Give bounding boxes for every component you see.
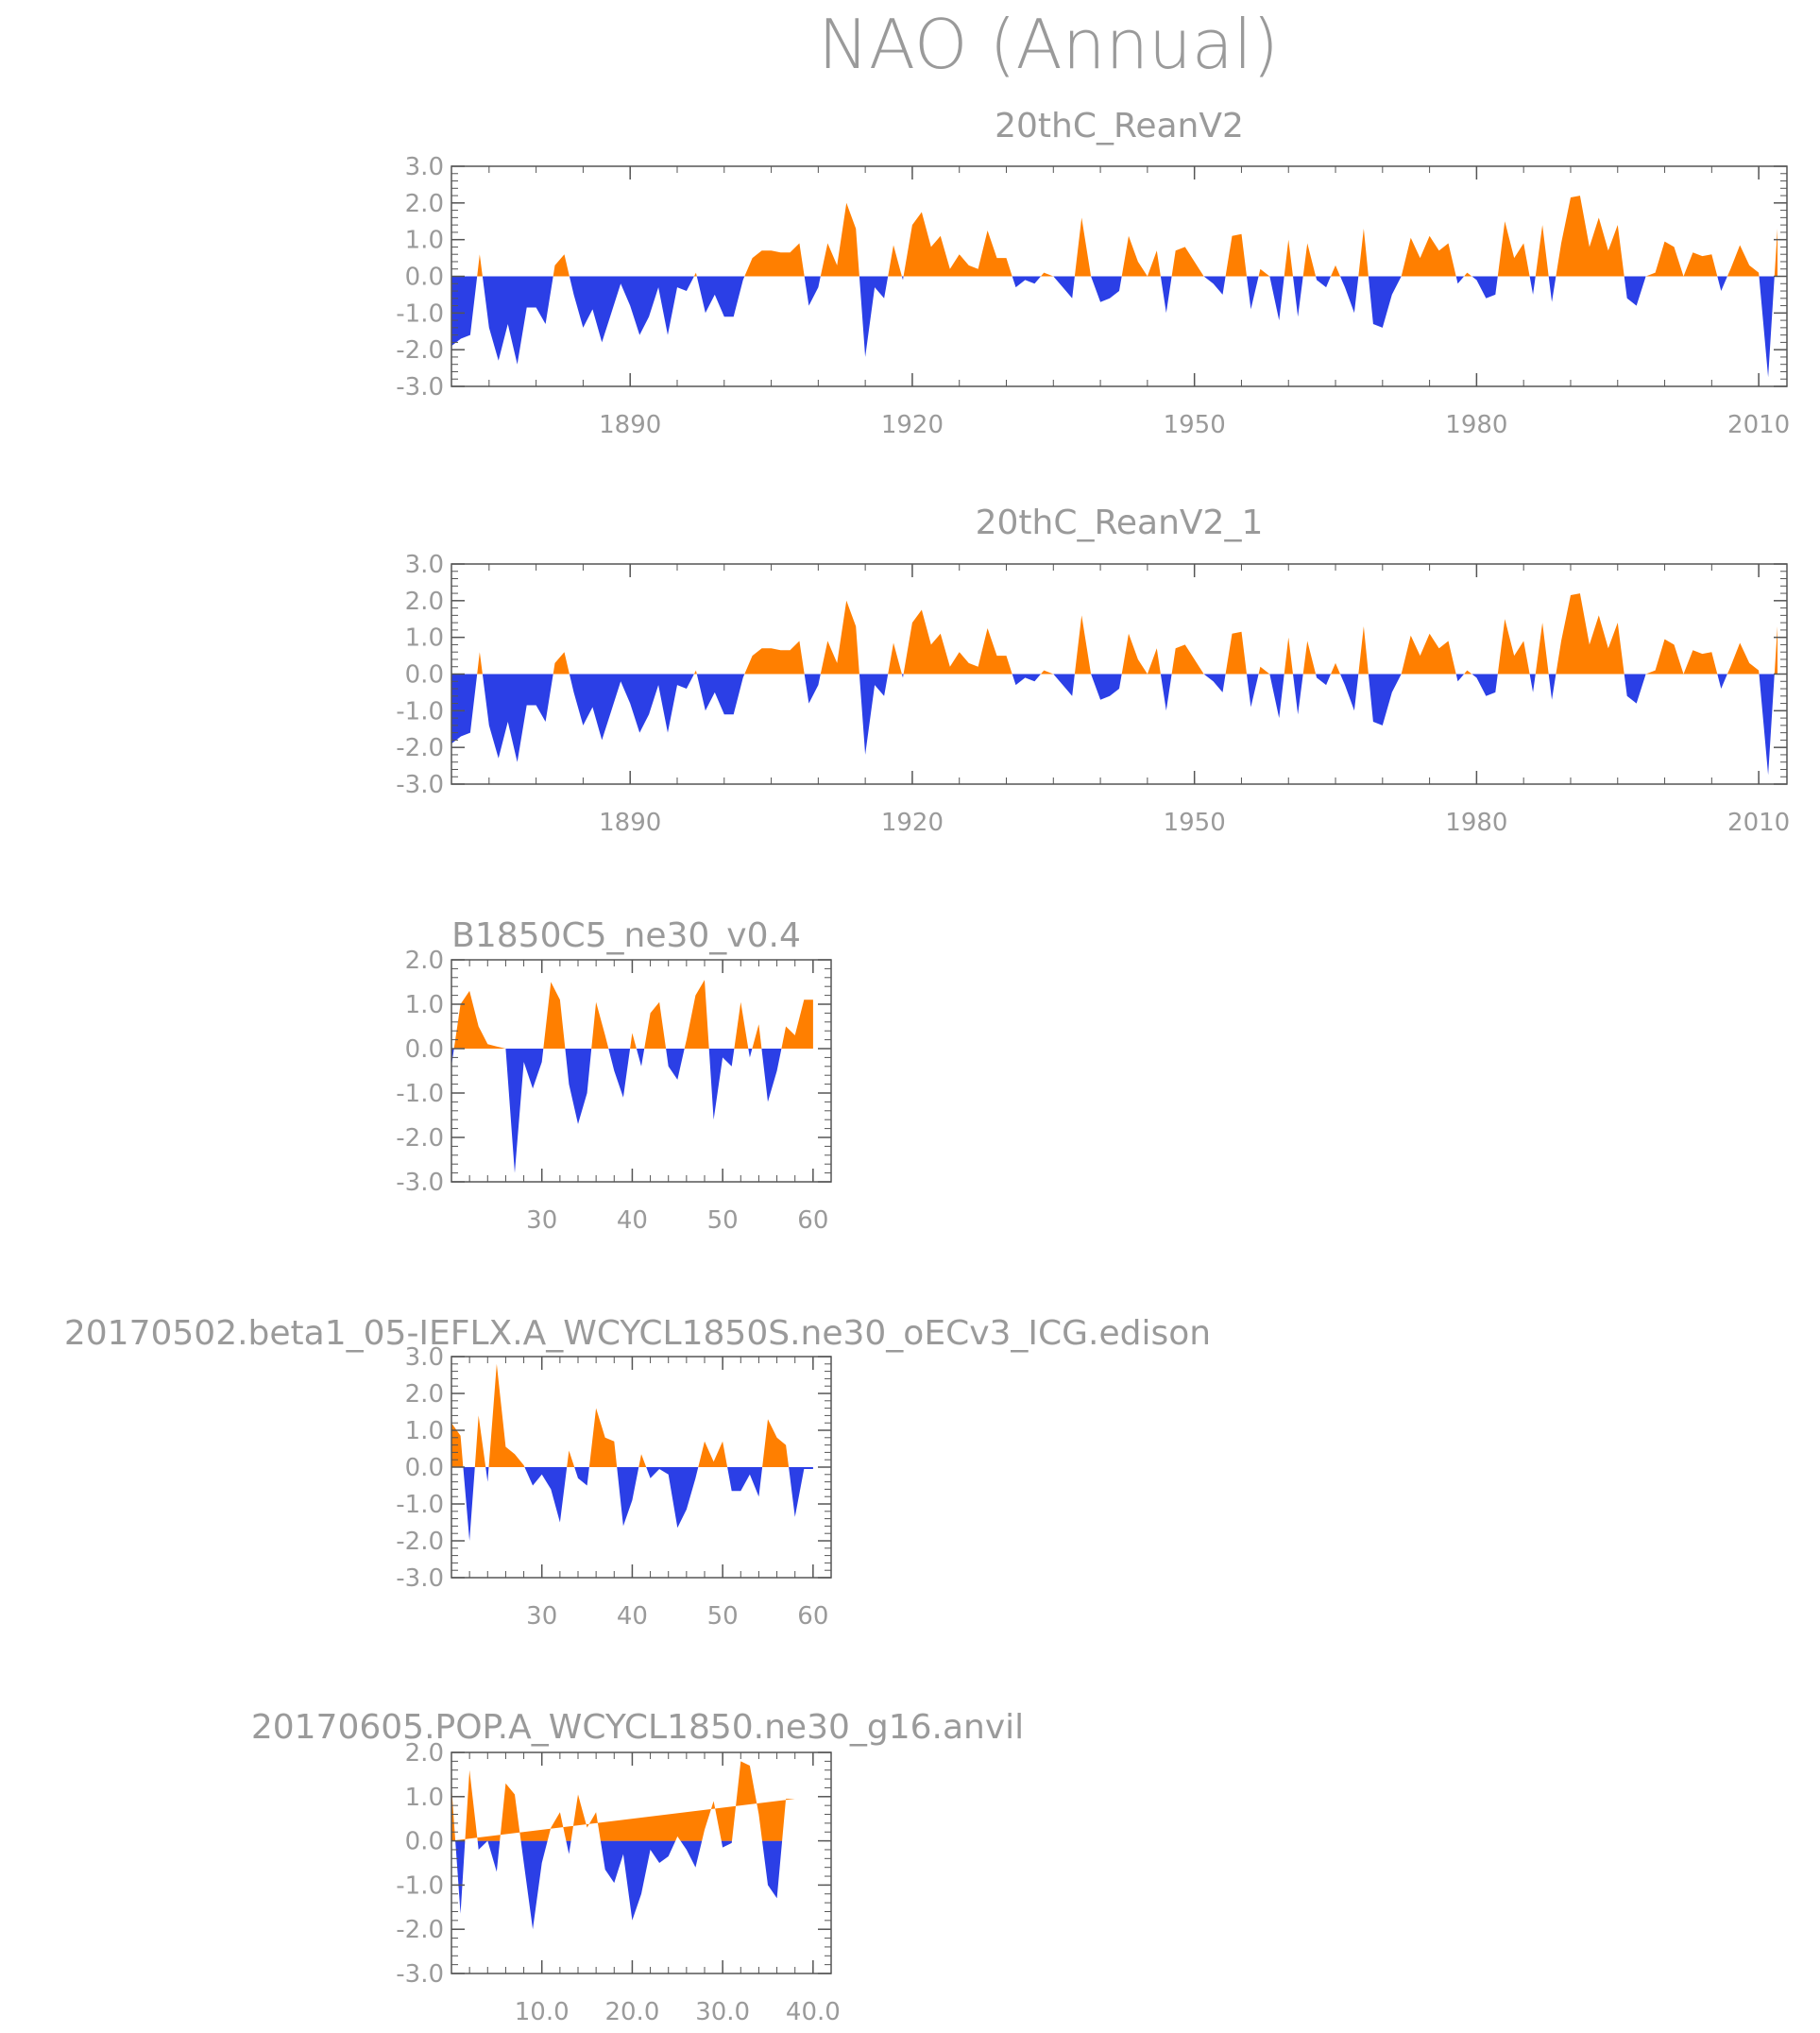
x-tick-label: 2010 (1727, 411, 1790, 439)
negative-area (451, 276, 1777, 378)
x-tick-label: 10.0 (515, 1998, 570, 2026)
y-tick-label: -3.0 (396, 1564, 444, 1593)
y-tick-label: 0.0 (405, 1035, 444, 1064)
x-tick-label: 30.0 (695, 1998, 750, 2026)
y-tick-label: 2.0 (405, 947, 444, 975)
x-tick-label: 50 (707, 1602, 739, 1631)
y-tick-label: 0.0 (405, 1828, 444, 1856)
x-tick-label: 1950 (1164, 411, 1226, 439)
x-tick-label: 20.0 (604, 1998, 659, 2026)
y-tick-label: 3.0 (405, 551, 444, 579)
y-tick-label: -1.0 (396, 299, 444, 328)
y-tick-label: -2.0 (396, 1528, 444, 1556)
y-tick-label: 3.0 (405, 153, 444, 181)
x-tick-label: 1980 (1445, 809, 1507, 837)
positive-area (451, 1363, 813, 1467)
x-tick-label: 30 (526, 1602, 557, 1631)
x-tick-label: 40.0 (786, 1998, 841, 2026)
chart-panel-4: 20170502.beta1_05-IEFLX.A_WCYCL1850S.ne3… (64, 1314, 1211, 1631)
panel-title: B1850C5_ne30_v0.4 (451, 916, 801, 955)
x-tick-label: 60 (797, 1206, 828, 1235)
positive-area (451, 196, 1777, 277)
positive-area (451, 1761, 795, 1841)
y-tick-label: 1.0 (405, 1417, 444, 1445)
y-tick-label: -1.0 (396, 697, 444, 726)
chart-panel-5: 20170605.POP.A_WCYCL1850.ne30_g16.anvil2… (251, 1708, 1024, 2026)
y-tick-label: 1.0 (405, 991, 444, 1019)
y-tick-label: 2.0 (405, 588, 444, 616)
y-tick-label: -3.0 (396, 1169, 444, 1197)
y-tick-label: 1.0 (405, 227, 444, 255)
chart-panel-1: 20thC_ReanV2 3.0 2.0 1.0 0.0 -1.0 -2.0 -3.0 1890… (396, 107, 1790, 439)
y-tick-label: 3.0 (405, 1343, 444, 1372)
y-tick-label: -2.0 (396, 734, 444, 762)
main-title: NAO (Annual) (818, 5, 1279, 84)
y-tick-label: 1.0 (405, 1784, 444, 1812)
x-tick-label: 1980 (1445, 411, 1507, 439)
y-tick-label: -1.0 (396, 1491, 444, 1519)
y-tick-label: 0.0 (405, 264, 444, 292)
y-tick-label: -3.0 (396, 1960, 444, 1989)
x-tick-label: 40 (617, 1206, 648, 1235)
negative-area (451, 1467, 813, 1541)
panel-title: 20170605.POP.A_WCYCL1850.ne30_g16.anvil (251, 1708, 1024, 1747)
plot-frame (451, 959, 832, 1183)
y-tick-label: -1.0 (396, 1080, 444, 1108)
y-tick-label: 2.0 (405, 1739, 444, 1768)
x-tick-label: 1920 (881, 809, 944, 837)
y-tick-label: -2.0 (396, 1124, 444, 1153)
panels: 20thC_ReanV2 3.0 2.0 1.0 0.0 -1.0 -2.0 -3.0 1890… (64, 107, 1790, 2026)
chart-panel-2: 20thC_ReanV2_1 3.0 2.0 1.0 0.0 -1.0 -2.0 -3.0 18… (396, 504, 1790, 837)
y-tick-label: -1.0 (396, 1871, 444, 1900)
x-tick-label: 50 (707, 1206, 739, 1235)
x-tick-label: 40 (617, 1602, 648, 1631)
negative-area (451, 674, 1777, 776)
y-tick-label: -2.0 (396, 1916, 444, 1944)
y-tick-label: 0.0 (405, 661, 444, 690)
y-tick-label: 2.0 (405, 1380, 444, 1409)
y-tick-label: -3.0 (396, 771, 444, 799)
y-tick-label: -3.0 (396, 373, 444, 401)
panel-title: 20170502.beta1_05-IEFLX.A_WCYCL1850S.ne3… (64, 1314, 1211, 1353)
x-tick-label: 1890 (599, 411, 661, 439)
x-tick-label: 1950 (1164, 809, 1226, 837)
panel-title: 20thC_ReanV2_1 (976, 504, 1264, 542)
x-tick-label: 60 (797, 1602, 828, 1631)
negative-area (451, 1049, 813, 1173)
x-tick-label: 1920 (881, 411, 944, 439)
positive-area (451, 980, 813, 1049)
x-tick-label: 2010 (1727, 809, 1790, 837)
plot-frame (451, 1751, 832, 1974)
y-tick-label: 2.0 (405, 190, 444, 218)
y-tick-label: -2.0 (396, 336, 444, 365)
x-tick-label: 1890 (599, 809, 661, 837)
y-tick-label: 1.0 (405, 624, 444, 653)
positive-area (451, 593, 1777, 675)
x-tick-label: 30 (526, 1206, 557, 1235)
chart-panel-3: B1850C5_ne30_v0.42.0 1.0 0.0 -1.0 -2.0 -3.0 30… (396, 916, 832, 1235)
panel-title: 20thC_ReanV2 (995, 107, 1244, 145)
y-tick-label: 0.0 (405, 1454, 444, 1482)
negative-area (451, 1840, 795, 1930)
